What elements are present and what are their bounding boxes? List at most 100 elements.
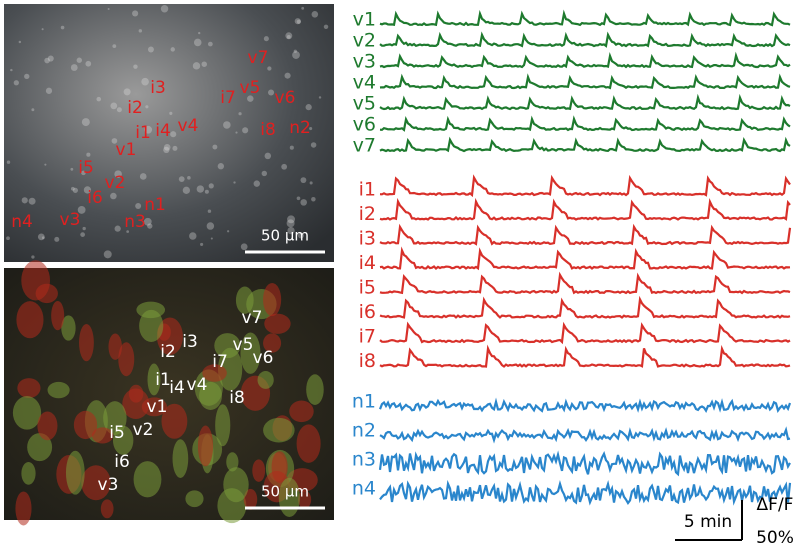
speck (238, 112, 241, 115)
speck (14, 80, 19, 85)
cell (15, 491, 31, 525)
speck (31, 108, 34, 111)
cell (136, 302, 165, 319)
trace-label: i2 (359, 203, 376, 225)
cell (101, 499, 114, 518)
speck (169, 112, 172, 115)
speck (241, 243, 248, 250)
speck (211, 237, 213, 239)
trace (380, 119, 790, 130)
speck (141, 78, 149, 86)
cell-label: v6 (253, 348, 274, 368)
speck (132, 10, 138, 16)
speck (86, 153, 90, 157)
speck (297, 196, 301, 200)
cell-label: v7 (242, 308, 263, 328)
speck (112, 44, 116, 48)
trace (380, 77, 790, 88)
speck (108, 8, 110, 10)
trace-label: i5 (359, 277, 376, 299)
speck (96, 97, 101, 102)
trace (380, 35, 790, 46)
trace (380, 325, 790, 343)
cell-label: v6 (275, 88, 296, 108)
speck (207, 222, 215, 230)
speck (38, 233, 45, 240)
speck (163, 147, 169, 153)
trace (380, 140, 790, 151)
cell-label: v1 (116, 140, 137, 160)
speck (235, 131, 237, 133)
cell-label: n1 (144, 195, 166, 215)
trace-label: i1 (359, 179, 376, 201)
speck (135, 203, 141, 209)
trace-label: v1 (353, 9, 376, 31)
speck (29, 198, 36, 205)
amount-label: 50% (756, 528, 794, 548)
cell-label: v3 (98, 475, 119, 495)
cell (37, 411, 57, 440)
cell (198, 426, 213, 467)
scale-bar-label: 50 µm (261, 483, 309, 501)
trace (380, 275, 790, 293)
speck (124, 88, 131, 95)
cell (13, 396, 41, 430)
trace-label: i4 (359, 252, 376, 274)
speck (147, 223, 152, 228)
time-scale-label: 5 min (684, 512, 732, 532)
trace (380, 348, 790, 366)
cell (264, 314, 290, 334)
speck (265, 153, 272, 160)
cell-label: i5 (78, 158, 94, 178)
speck (10, 69, 12, 71)
speck (187, 176, 191, 180)
speck (287, 215, 295, 223)
speck (172, 146, 177, 151)
speck (171, 47, 175, 51)
trace-label: i7 (359, 326, 376, 348)
quantity-label: ΔF/F (757, 495, 794, 515)
speck (139, 29, 142, 32)
speck (140, 173, 147, 180)
speck (242, 127, 248, 133)
speck (198, 32, 200, 34)
speck (311, 197, 316, 202)
cell (66, 451, 85, 495)
speck (208, 209, 211, 212)
speck (300, 199, 307, 206)
cell (223, 467, 248, 502)
trace (380, 430, 790, 440)
speck (31, 255, 34, 258)
speck (281, 164, 287, 170)
speck (7, 161, 10, 164)
cell-label: i6 (114, 452, 130, 472)
trace (380, 454, 790, 475)
speck (194, 39, 202, 47)
cell-label: i2 (160, 342, 176, 362)
cell (258, 371, 274, 389)
cell-label: v4 (187, 375, 208, 395)
trace (380, 401, 790, 411)
trace-label: i8 (359, 350, 376, 372)
cell-label: v4 (178, 116, 199, 136)
cell-label: i5 (109, 423, 125, 443)
cell-label: v2 (105, 173, 126, 193)
speck (61, 26, 65, 30)
speck (218, 163, 224, 169)
speck (80, 232, 85, 237)
trace-label: v4 (353, 72, 376, 94)
cell-label: i7 (212, 352, 228, 372)
speck (306, 104, 312, 110)
speck (290, 146, 294, 150)
speck (183, 187, 190, 194)
cell (134, 461, 162, 497)
speck (148, 47, 154, 53)
cell-label: i6 (87, 188, 103, 208)
cell-label: i8 (260, 120, 276, 140)
speck (301, 7, 304, 10)
trace-label: n2 (352, 420, 376, 442)
trace (380, 98, 790, 109)
trace (380, 483, 790, 503)
speck (209, 183, 214, 188)
speck (212, 145, 217, 150)
